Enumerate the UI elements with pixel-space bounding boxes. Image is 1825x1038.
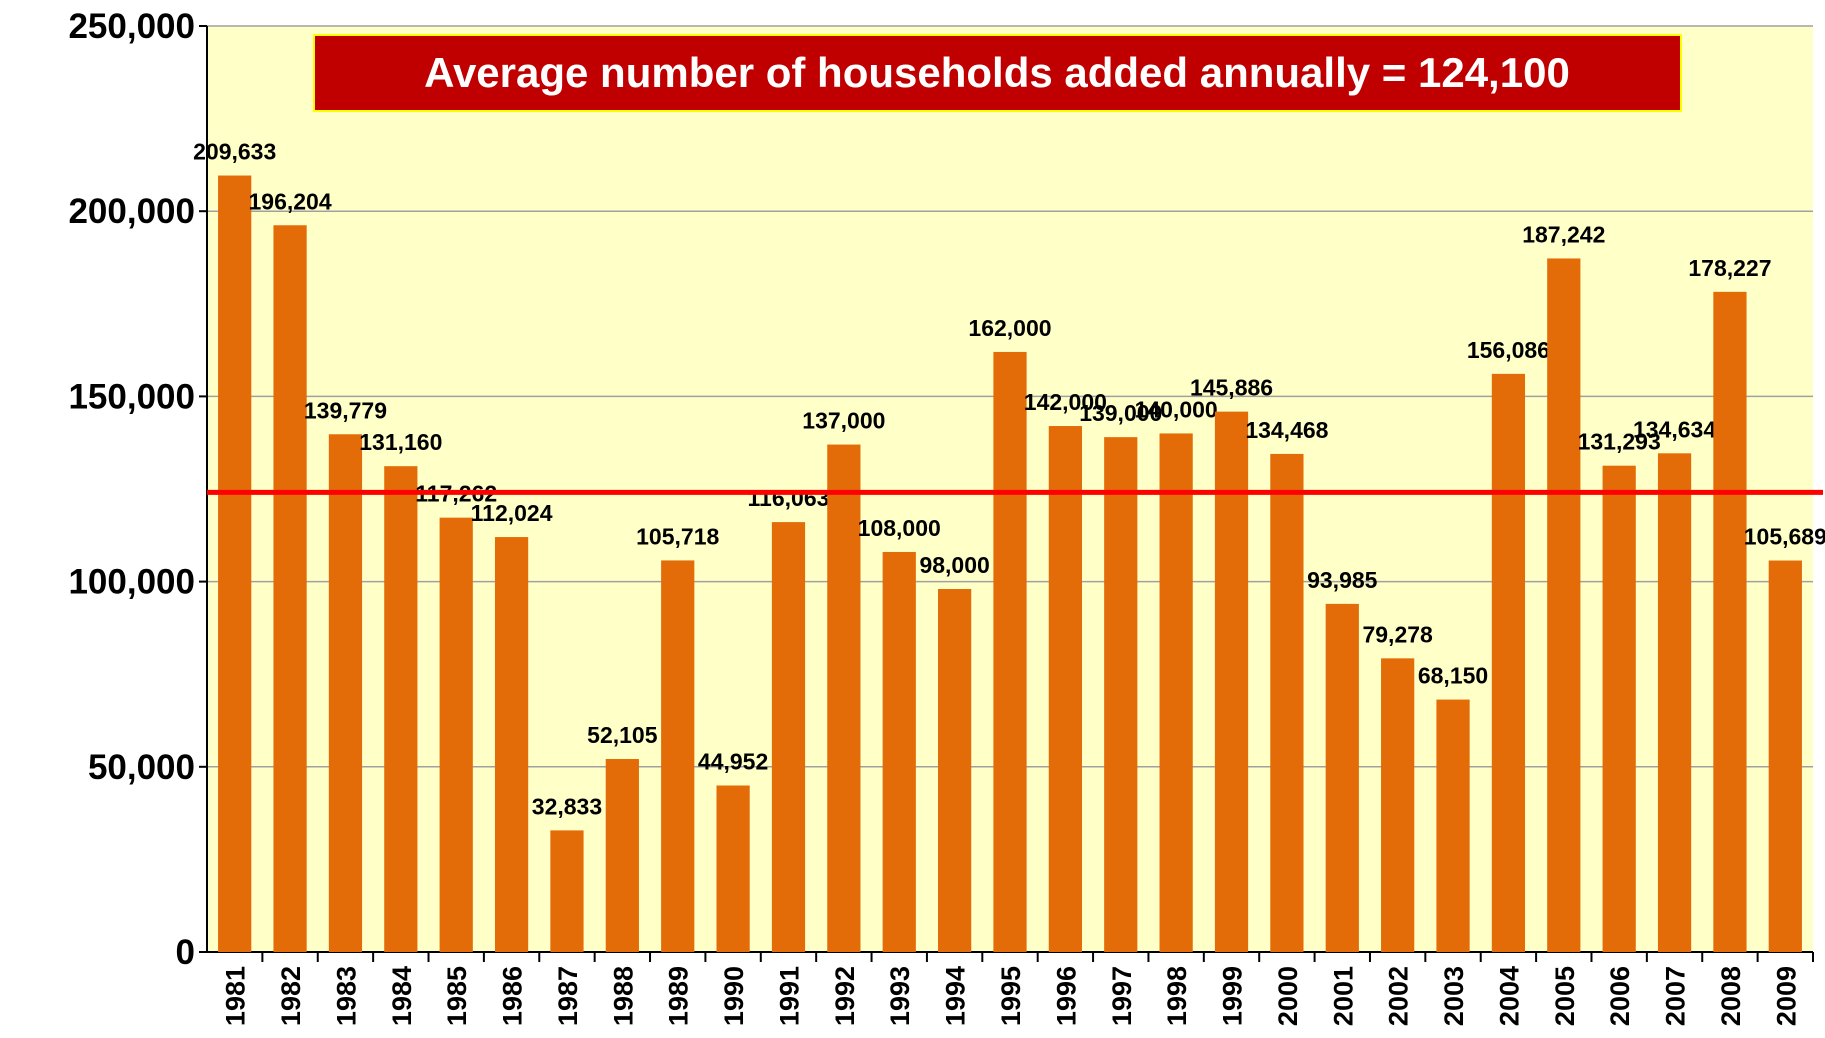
x-tick-label: 1982	[276, 966, 306, 1026]
bar	[439, 517, 473, 952]
bar	[1547, 258, 1581, 952]
y-tick-label: 50,000	[88, 748, 195, 787]
bar	[1768, 560, 1802, 952]
bar	[882, 551, 916, 952]
x-tick-label: 2008	[1716, 966, 1746, 1026]
bar	[771, 522, 806, 952]
value-label: 68,150	[1418, 663, 1488, 689]
bar	[550, 830, 584, 952]
value-label: 52,105	[587, 722, 658, 748]
value-label: 140,000	[1135, 396, 1218, 422]
x-tick-label: 1991	[774, 966, 804, 1026]
x-tick-label: 2006	[1605, 966, 1635, 1026]
value-label: 178,227	[1688, 255, 1771, 281]
bar	[273, 225, 307, 953]
bar	[1270, 453, 1304, 952]
x-tick-label: 2005	[1550, 966, 1580, 1026]
value-label: 196,204	[248, 188, 331, 214]
value-label: 105,718	[636, 523, 719, 549]
bar	[827, 444, 861, 952]
x-tick-label: 2001	[1328, 966, 1358, 1026]
value-label: 137,000	[802, 408, 885, 434]
bar	[1657, 453, 1692, 952]
value-label: 44,952	[698, 748, 768, 774]
x-tick-label: 2004	[1494, 966, 1524, 1026]
x-tick-label: 1983	[331, 966, 361, 1026]
y-tick-label: 250,000	[68, 7, 195, 46]
bar	[661, 560, 695, 952]
bar	[384, 466, 418, 952]
value-label: 162,000	[968, 315, 1051, 341]
value-label: 116,063	[748, 485, 830, 511]
x-tick-label: 2009	[1771, 966, 1801, 1026]
value-label: 156,086	[1467, 337, 1550, 363]
bar	[1381, 658, 1415, 952]
bar	[1602, 465, 1636, 952]
bar	[328, 434, 363, 953]
value-label: 187,242	[1522, 221, 1605, 247]
value-label: 139,779	[304, 397, 387, 423]
bar	[993, 351, 1027, 952]
value-label: 98,000	[919, 552, 989, 578]
x-tick-label: 1989	[664, 966, 694, 1026]
x-tick-label: 1985	[442, 966, 472, 1026]
bar	[1104, 437, 1138, 952]
x-tick-label: 1993	[885, 966, 915, 1026]
value-label: 134,468	[1245, 417, 1328, 443]
x-tick-label: 1994	[941, 966, 971, 1026]
value-label: 139,000	[1079, 400, 1162, 426]
value-label: 105,689	[1744, 524, 1825, 550]
x-tick-label: 1984	[387, 966, 417, 1026]
x-tick-label: 1986	[498, 966, 528, 1026]
value-label: 209,633	[193, 139, 276, 165]
bar	[716, 785, 750, 952]
x-tick-label: 1992	[830, 966, 860, 1026]
x-tick-label: 2003	[1439, 966, 1469, 1026]
annotation-box	[313, 34, 1682, 112]
bar	[494, 537, 529, 952]
y-tick-label: 100,000	[68, 563, 195, 602]
x-tick-label: 1996	[1051, 966, 1081, 1026]
y-tick-label: 0	[176, 933, 195, 972]
bar	[1048, 426, 1082, 953]
bar	[1713, 291, 1747, 953]
y-tick-label: 150,000	[68, 377, 195, 416]
value-label: 112,024	[471, 500, 553, 526]
x-tick-label: 1988	[608, 966, 638, 1026]
x-tick-label: 1990	[719, 966, 749, 1026]
bar	[1436, 699, 1470, 952]
value-label: 32,833	[532, 793, 602, 819]
x-tick-label: 2007	[1661, 966, 1691, 1026]
x-tick-label: 1987	[553, 966, 583, 1026]
value-label: 108,000	[858, 515, 941, 541]
value-label: 131,160	[359, 429, 442, 455]
value-label: 142,000	[1024, 389, 1107, 415]
y-tick-label: 200,000	[68, 192, 195, 231]
x-tick-label: 1998	[1162, 966, 1192, 1026]
bar	[1159, 433, 1193, 952]
value-label: 134,634	[1633, 416, 1716, 442]
value-label: 93,985	[1307, 567, 1378, 593]
value-label: 145,886	[1190, 375, 1273, 401]
bar	[1325, 603, 1359, 952]
bar	[1491, 373, 1526, 953]
bar	[938, 589, 972, 952]
bar	[1214, 411, 1249, 952]
annotation: Average number of households added annua…	[424, 49, 1570, 96]
x-tick-label: 2002	[1384, 966, 1414, 1026]
x-tick-label: 1995	[996, 966, 1026, 1026]
bar	[605, 759, 639, 952]
x-tick-label: 1997	[1107, 966, 1137, 1026]
x-tick-label: 2000	[1273, 966, 1303, 1026]
value-label: 131,293	[1578, 429, 1661, 455]
x-tick-label: 1981	[221, 966, 251, 1026]
x-tick-label: 1999	[1218, 966, 1248, 1026]
value-label: 79,278	[1362, 621, 1433, 647]
bar	[218, 175, 252, 953]
